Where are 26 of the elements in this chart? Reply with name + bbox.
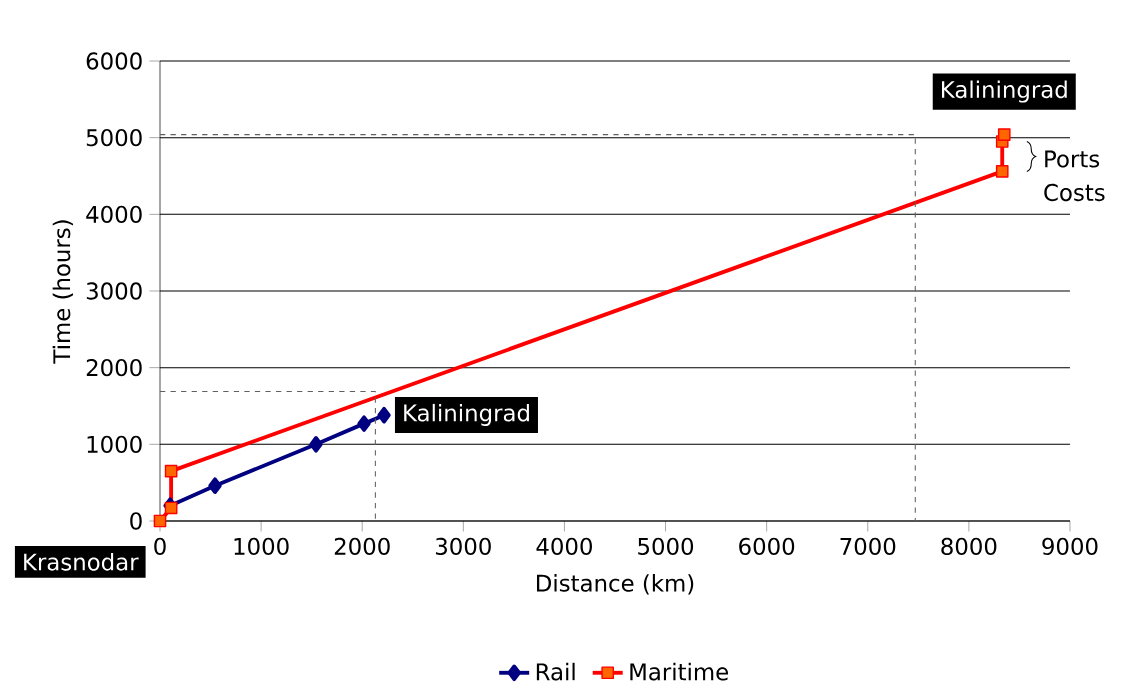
x-tick-label: 4000 <box>536 537 592 556</box>
x-tick-label: 1000 <box>234 537 289 556</box>
annotation: Costs <box>1044 183 1105 202</box>
y-tick-label: 4000 <box>86 205 142 223</box>
x-tick-label: 9000 <box>1042 537 1098 556</box>
y-tick-label: 0 <box>130 512 142 530</box>
x-tick-label: 5000 <box>638 537 694 556</box>
y-tick-label: 2000 <box>86 359 142 377</box>
x-tick-label: 7000 <box>840 537 896 556</box>
annotation: Ports <box>1045 150 1100 168</box>
y-tick-label: 6000 <box>86 52 142 70</box>
legend-label: Rail <box>536 662 575 681</box>
annotation: Kaliningrad <box>942 80 1067 103</box>
annotation: Krasnodar <box>24 552 139 571</box>
x-tick-label: 0 <box>154 537 166 556</box>
annotation: Kaliningrad <box>404 403 529 426</box>
x-tick-label: 2000 <box>334 537 390 556</box>
y-tick-label: 3000 <box>86 282 142 300</box>
legend-label: Maritime <box>630 662 728 681</box>
x-tick-label: 6000 <box>739 537 795 556</box>
y-tick-label: 1000 <box>87 435 142 453</box>
x-axis-title: Distance (km) <box>536 574 694 595</box>
y-axis-title: Time (hours) <box>52 220 74 364</box>
x-tick-label: 8000 <box>941 537 997 556</box>
x-tick-label: 3000 <box>435 537 491 556</box>
y-tick-label: 5000 <box>86 129 142 147</box>
